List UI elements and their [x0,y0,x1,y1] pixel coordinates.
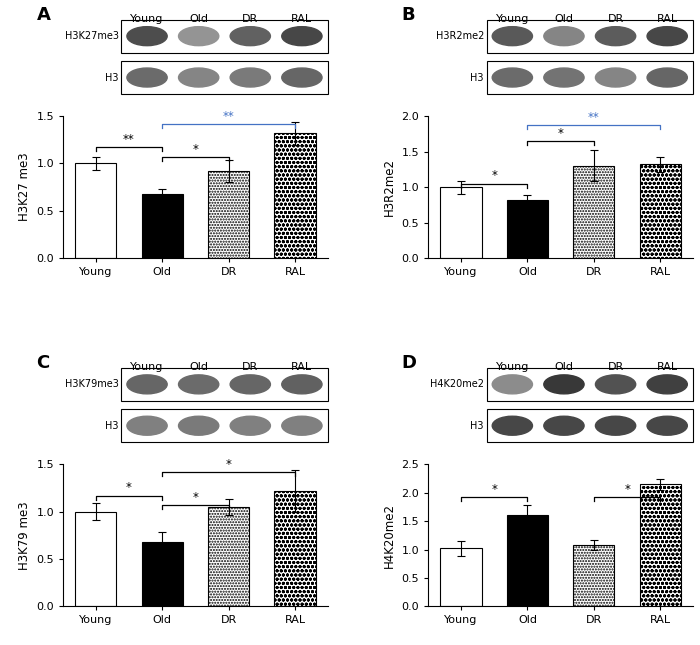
Text: *: * [491,170,497,183]
Text: RAL: RAL [657,362,678,372]
Ellipse shape [127,416,167,435]
Text: DR: DR [608,362,624,372]
Ellipse shape [282,375,322,394]
Ellipse shape [544,375,584,394]
Bar [640,484,681,606]
Bar [121,410,328,442]
Bar [507,515,548,606]
Text: H3: H3 [105,72,118,83]
Ellipse shape [282,26,322,46]
Text: *: * [624,483,630,496]
Ellipse shape [127,68,167,87]
Text: H3K79me3: H3K79me3 [64,379,118,390]
Text: *: * [126,481,132,495]
Bar [640,164,681,258]
Bar [208,507,249,606]
Text: Young: Young [496,14,529,24]
Text: Old: Old [189,362,208,372]
Y-axis label: H3R2me2: H3R2me2 [383,158,396,216]
Bar [141,542,183,606]
Ellipse shape [596,26,636,46]
Ellipse shape [178,68,219,87]
Ellipse shape [492,416,533,435]
Ellipse shape [230,375,270,394]
Y-axis label: H3K27 me3: H3K27 me3 [18,153,31,221]
Text: DR: DR [242,14,258,24]
Text: D: D [402,354,416,372]
Text: B: B [402,6,415,24]
Bar [507,200,548,258]
Text: RAL: RAL [291,14,312,24]
Ellipse shape [282,68,322,87]
Bar [486,368,693,401]
Bar [121,20,328,52]
Text: H3: H3 [105,421,118,431]
Text: Old: Old [554,362,573,372]
Text: H4K20me2: H4K20me2 [430,379,484,390]
Y-axis label: H4K20me2: H4K20me2 [383,503,396,568]
Ellipse shape [492,68,533,87]
Text: H3: H3 [470,72,484,83]
Bar [440,548,482,606]
Ellipse shape [647,26,687,46]
Text: Young: Young [496,362,529,372]
Ellipse shape [178,375,219,394]
Ellipse shape [596,375,636,394]
Text: Young: Young [130,362,164,372]
Bar [274,491,316,606]
Ellipse shape [596,68,636,87]
Ellipse shape [596,416,636,435]
Text: Old: Old [554,14,573,24]
Bar [486,410,693,442]
Text: DR: DR [608,14,624,24]
Text: **: ** [588,110,600,124]
Text: H3K27me3: H3K27me3 [64,31,118,41]
Bar [121,61,328,94]
Text: RAL: RAL [291,362,312,372]
Bar [440,187,482,258]
Text: Young: Young [130,14,164,24]
Y-axis label: H3K79 me3: H3K79 me3 [18,501,31,570]
Text: C: C [36,354,50,372]
Text: **: ** [223,110,234,123]
Text: RAL: RAL [657,14,678,24]
Bar [486,20,693,52]
Bar [274,134,316,258]
Ellipse shape [647,68,687,87]
Text: H3: H3 [470,421,484,431]
Ellipse shape [230,416,270,435]
Text: *: * [491,483,497,496]
Ellipse shape [544,416,584,435]
Ellipse shape [544,68,584,87]
Ellipse shape [127,375,167,394]
Bar [75,511,116,606]
Ellipse shape [230,26,270,46]
Ellipse shape [647,416,687,435]
Bar [141,194,183,258]
Bar [573,166,615,258]
Ellipse shape [178,26,219,46]
Ellipse shape [492,26,533,46]
Bar [208,171,249,258]
Text: *: * [225,458,232,471]
Text: H3R2me2: H3R2me2 [435,31,484,41]
Ellipse shape [282,416,322,435]
Text: *: * [193,491,198,504]
Ellipse shape [647,375,687,394]
Text: **: ** [123,134,135,146]
Text: Old: Old [189,14,208,24]
Text: A: A [36,6,50,24]
Bar [486,61,693,94]
Ellipse shape [230,68,270,87]
Bar [573,545,615,606]
Text: *: * [558,127,564,140]
Text: *: * [193,143,198,155]
Ellipse shape [492,375,533,394]
Ellipse shape [127,26,167,46]
Bar [121,368,328,401]
Bar [75,163,116,258]
Text: DR: DR [242,362,258,372]
Ellipse shape [178,416,219,435]
Ellipse shape [544,26,584,46]
